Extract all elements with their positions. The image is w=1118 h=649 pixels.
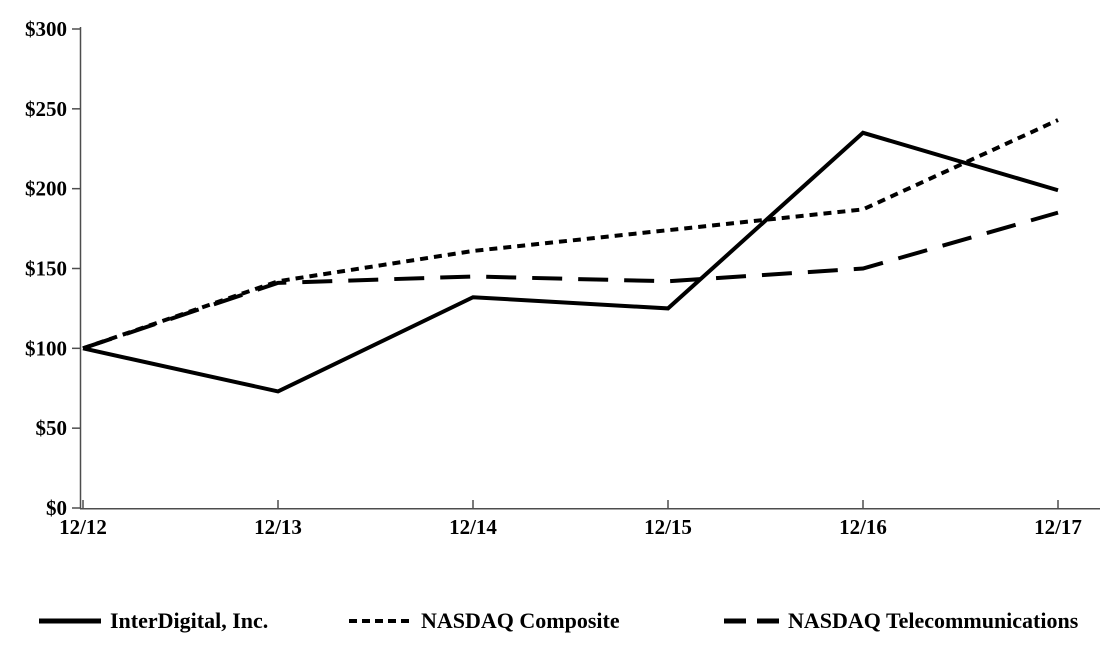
x-tick-label: 12/13 — [254, 515, 302, 539]
legend-label-nasdaq-composite: NASDAQ Composite — [421, 608, 620, 633]
series-line-nasdaq-telecommunications — [82, 210, 1059, 351]
legend-item-nasdaq-telecom: NASDAQ Telecommunications — [723, 608, 1078, 634]
y-tick-label: $100 — [25, 336, 67, 360]
series-line-interdigital-inc — [82, 130, 1059, 394]
y-tick-label: $50 — [36, 416, 68, 440]
chart-legend: InterDigital, Inc. NASDAQ Composite NASD… — [0, 608, 1118, 644]
x-tick-label: 12/12 — [59, 515, 107, 539]
x-tick-label: 12/14 — [449, 515, 497, 539]
legend-item-interdigital: InterDigital, Inc. — [37, 608, 268, 634]
x-tick-label: 12/16 — [839, 515, 887, 539]
y-tick-label: $0 — [46, 496, 67, 520]
y-tick-label: $250 — [25, 97, 67, 121]
x-tick-label: 12/17 — [1034, 515, 1082, 539]
series-line-nasdaq-composite — [82, 118, 1059, 351]
legend-label-nasdaq-telecom: NASDAQ Telecommunications — [788, 608, 1079, 633]
y-tick-label: $150 — [25, 257, 67, 281]
y-tick-label: $200 — [25, 177, 67, 201]
legend-item-nasdaq-composite: NASDAQ Composite — [348, 608, 620, 634]
solid-line-swatch — [39, 618, 101, 624]
stock-performance-chart: $0 $50 $100 $150 $200 $250 $300 12/12 12/13 12/14… — [25, 17, 1100, 539]
dashed-line-swatch — [724, 618, 780, 624]
dotted-line-swatch — [349, 619, 413, 623]
y-tick-label: $300 — [25, 17, 67, 41]
legend-label-interdigital: InterDigital, Inc. — [110, 608, 269, 633]
x-tick-label: 12/15 — [644, 515, 692, 539]
